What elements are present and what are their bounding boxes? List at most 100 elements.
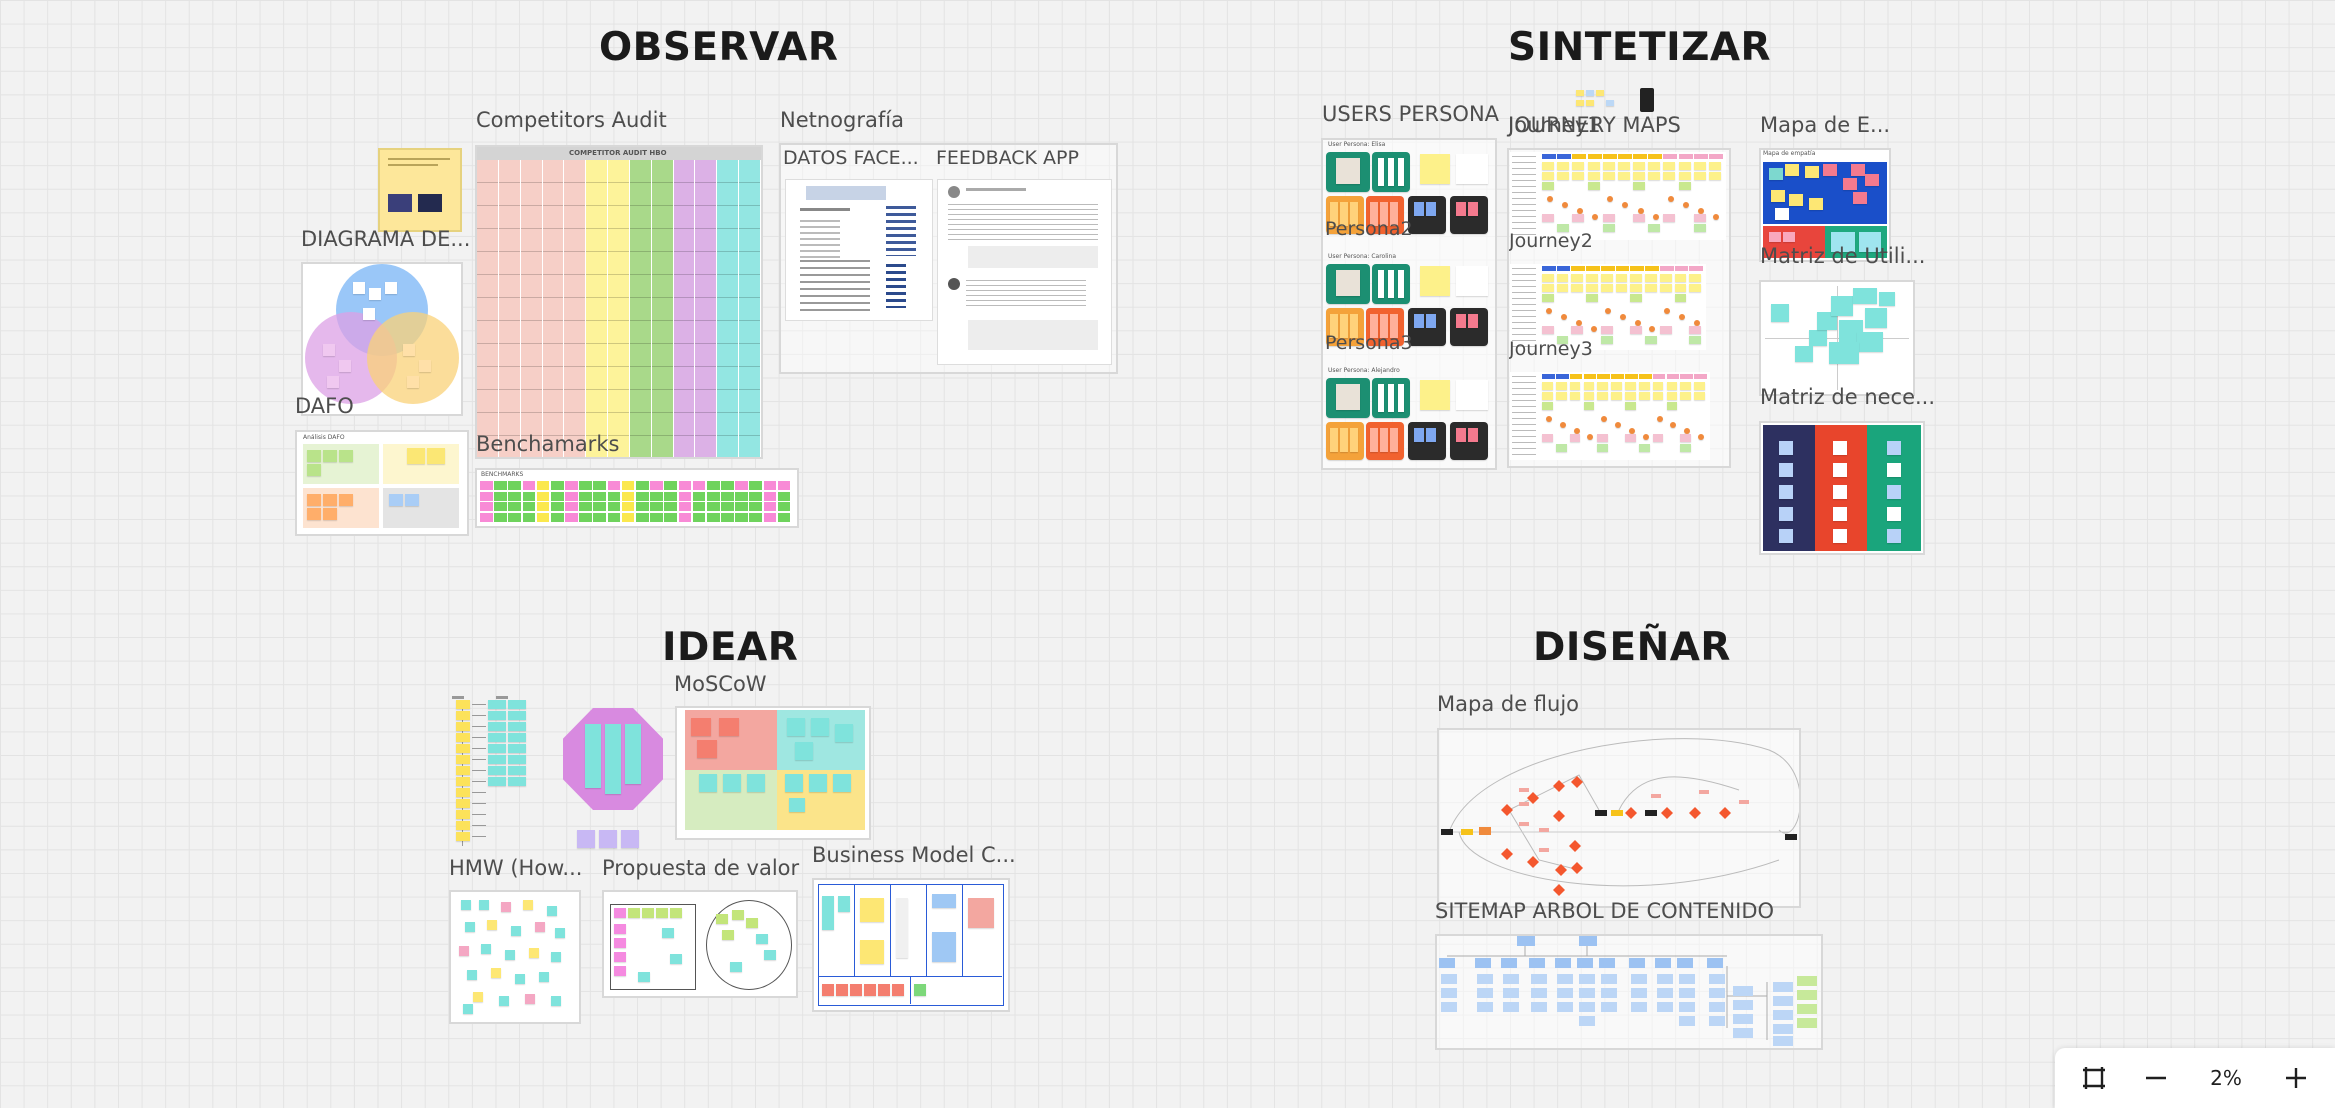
octagon-note-1[interactable] (577, 830, 595, 848)
journey-step (1602, 162, 1615, 170)
octagon-note-2[interactable] (599, 830, 617, 848)
sitemap-node (1707, 958, 1723, 968)
users-persona-frame[interactable]: User Persona: Elisa Persona2 User Person… (1321, 138, 1497, 470)
sitemap-child (1601, 974, 1617, 984)
benchmark-cell (735, 502, 748, 511)
sitemap-child (1531, 1002, 1547, 1012)
journey-step (1597, 392, 1609, 400)
sitemap-child (1557, 1002, 1573, 1012)
tree-link (472, 770, 486, 771)
competitors-audit-frame[interactable]: COMPETITOR AUDIT HBO (475, 145, 763, 459)
journey-header (1625, 374, 1638, 379)
sitemap-child (1601, 1002, 1617, 1012)
frame-label-datos-face: DATOS FACE... (783, 147, 919, 169)
sitemap-child (1557, 974, 1573, 984)
journey-header (1600, 266, 1615, 271)
zoom-out-button[interactable] (2134, 1056, 2178, 1100)
journey-step (1542, 392, 1553, 400)
persona-bar (1340, 202, 1348, 226)
tree-node-teal (508, 766, 526, 775)
benchmark-cell (721, 512, 734, 522)
tree-node-yellow (456, 788, 470, 797)
benchmark-cell (692, 502, 706, 511)
persona-chip (1426, 314, 1436, 328)
netnografia-frame[interactable]: DATOS FACE... FEEDBACK APP (779, 143, 1118, 374)
benchmark-cell (621, 512, 635, 522)
matriz-necesidades-frame[interactable] (1759, 421, 1925, 555)
persona-bar (1350, 428, 1358, 452)
journey-step (1617, 172, 1630, 180)
sitemap-node (1439, 958, 1455, 968)
diagrama-venn-frame[interactable] (301, 262, 463, 416)
sitemap-node (1677, 958, 1693, 968)
journey-header (1542, 266, 1556, 271)
hmw-sticky (459, 946, 469, 956)
benchmark-cell (678, 502, 692, 511)
frame-label-journey1: Journey1 (1508, 113, 1601, 137)
journey-step (1648, 162, 1661, 170)
journey-emotion-dot (1587, 434, 1594, 440)
sitemap-root (1517, 936, 1535, 946)
journey-header (1586, 266, 1600, 271)
benchmark-cell (777, 512, 791, 522)
zoom-in-button[interactable] (2274, 1056, 2318, 1100)
journey-emotion-dot (1664, 308, 1671, 314)
journey-step (1611, 382, 1622, 390)
dafo-frame[interactable]: Análisis DAFO (295, 430, 469, 536)
sitemap-node (1555, 958, 1571, 968)
benchmark-cell (550, 481, 564, 490)
sitemap-leaf (1773, 996, 1793, 1006)
propuesta-valor-frame[interactable] (602, 890, 798, 998)
benchamarks-frame[interactable]: BENCHMARKS (475, 468, 799, 528)
hmw-frame[interactable] (449, 890, 581, 1024)
persona-bar (1390, 314, 1398, 338)
tree-node-teal (488, 711, 506, 720)
tree-link (472, 737, 486, 738)
tree-node-yellow (456, 832, 470, 841)
mind-tree-cluster[interactable] (452, 696, 557, 860)
hmw-sticky (505, 950, 515, 960)
mapa-flujo-frame[interactable] (1437, 728, 1801, 908)
datos-face-panel[interactable] (785, 179, 933, 321)
fit-to-screen-icon[interactable] (2072, 1056, 2116, 1100)
sitemap-child (1503, 974, 1519, 984)
tree-node-teal (488, 700, 506, 709)
benchmark-cell (565, 512, 578, 522)
hmw-sticky (491, 968, 501, 978)
benchmark-cell (579, 481, 592, 490)
benchmark-cell (494, 481, 507, 490)
journey-opportunity (1648, 224, 1661, 232)
journey-emotion-dot (1561, 314, 1568, 320)
benchmark-cell (692, 512, 706, 522)
journey-step (1625, 402, 1636, 410)
journey-emotion-dot (1649, 326, 1656, 332)
matriz-utilidad-frame[interactable] (1759, 280, 1915, 396)
benchmark-cell (678, 481, 692, 490)
journey-step (1542, 182, 1555, 190)
business-model-frame[interactable] (812, 878, 1010, 1012)
sitemap-frame[interactable] (1435, 934, 1823, 1050)
benchmark-cell (607, 491, 621, 501)
flow-label (1519, 802, 1529, 806)
octagon-note-3[interactable] (621, 830, 639, 848)
journey-step (1652, 382, 1664, 390)
journey-maps-frame[interactable]: Journey2 Journey3 (1507, 148, 1731, 468)
benchmark-cell (593, 512, 607, 522)
benchmark-cell (607, 512, 621, 522)
benchmark-cell (508, 491, 522, 501)
mapa-empatia-frame[interactable]: Mapa de empatía (1759, 148, 1891, 262)
research-note-card[interactable] (378, 148, 462, 232)
persona-note (1420, 380, 1450, 410)
journey-pain (1597, 434, 1609, 442)
feedback-app-panel[interactable] (937, 179, 1112, 365)
moscow-frame[interactable] (675, 706, 871, 840)
journey-emotion-dot (1601, 416, 1608, 422)
zoom-level-text[interactable]: 2% (2210, 1066, 2242, 1090)
persona-chip (1426, 202, 1436, 216)
octagon-diagram[interactable] (563, 708, 663, 810)
benchmark-cell (664, 491, 678, 501)
benchmark-cell (522, 491, 536, 501)
persona-bar (1350, 202, 1358, 226)
hmw-sticky (551, 952, 561, 962)
